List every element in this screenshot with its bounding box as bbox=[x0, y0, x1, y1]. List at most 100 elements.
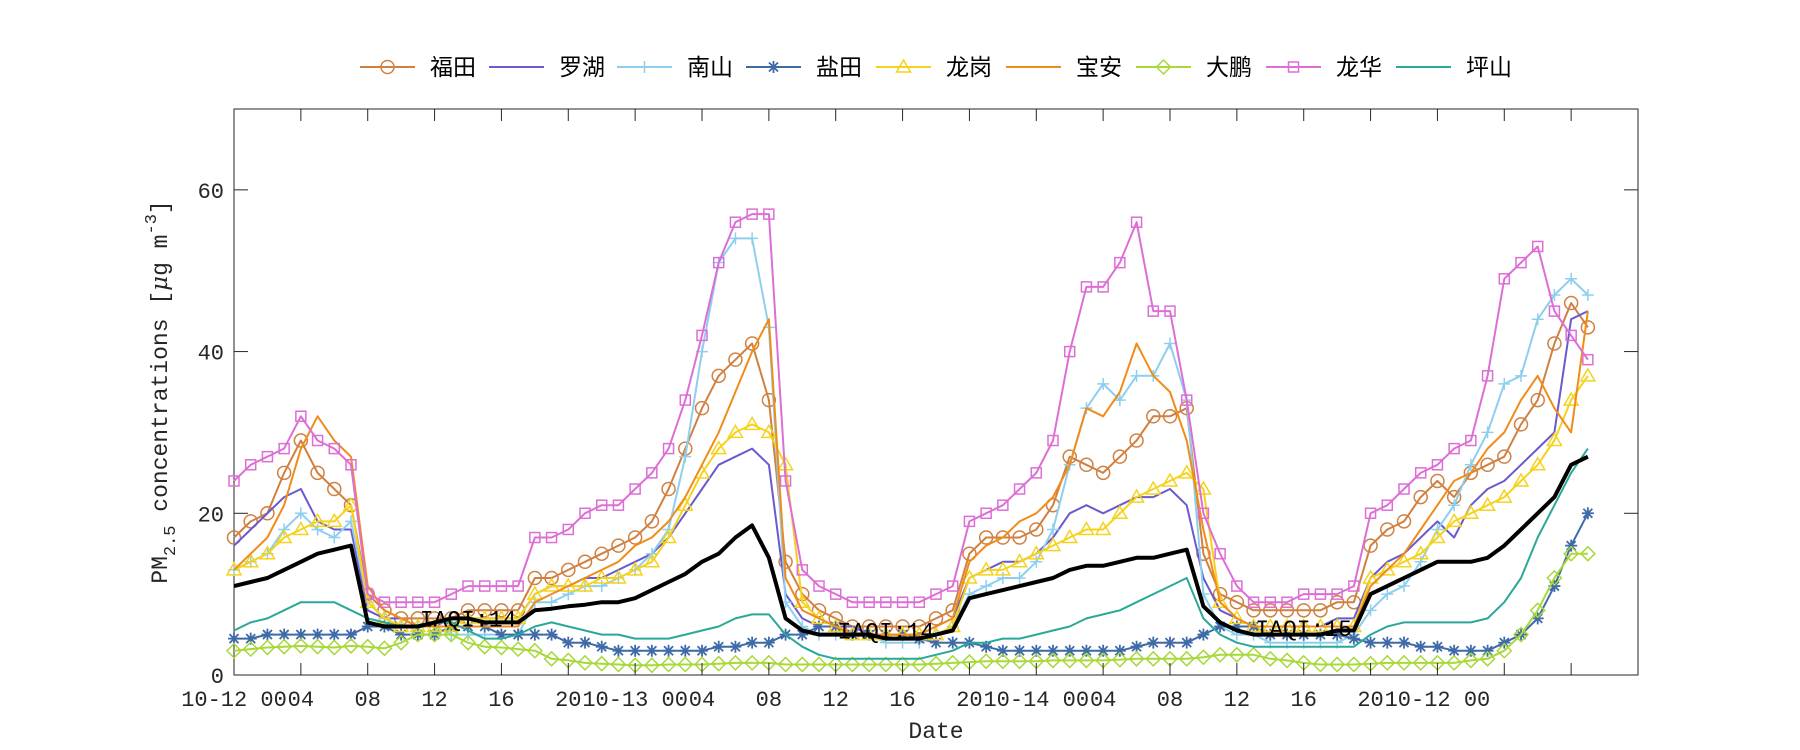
data-point bbox=[409, 626, 426, 643]
data-point bbox=[1044, 537, 1062, 552]
data-point bbox=[1030, 555, 1043, 568]
series-7 bbox=[225, 545, 1596, 674]
data-point bbox=[677, 656, 694, 673]
legend-item-3: 南山 bbox=[617, 55, 733, 81]
data-point bbox=[543, 577, 560, 592]
data-point bbox=[1495, 488, 1513, 503]
iaqi-label: IAQI:14 bbox=[420, 607, 517, 633]
data-point bbox=[294, 507, 307, 520]
data-point bbox=[228, 632, 240, 645]
data-point bbox=[629, 644, 642, 657]
iaqi-label: IAQI:15 bbox=[1255, 617, 1352, 643]
data-point bbox=[327, 481, 342, 497]
data-point bbox=[1214, 620, 1227, 633]
data-point bbox=[275, 529, 293, 544]
legend-marker bbox=[895, 58, 912, 73]
data-point bbox=[1579, 545, 1596, 562]
data-point bbox=[877, 656, 894, 673]
data-point bbox=[861, 656, 878, 673]
data-point bbox=[1161, 472, 1179, 487]
data-point bbox=[545, 531, 558, 544]
legend-label: 南山 bbox=[687, 55, 733, 81]
data-point bbox=[911, 656, 928, 673]
data-point bbox=[746, 636, 759, 649]
data-point bbox=[309, 512, 326, 528]
data-point bbox=[662, 442, 675, 455]
data-point bbox=[1180, 636, 1193, 649]
data-point bbox=[1262, 650, 1279, 667]
data-point bbox=[996, 644, 1009, 657]
x-axis-label: Date bbox=[908, 719, 963, 745]
data-point bbox=[1562, 391, 1580, 406]
data-point bbox=[1431, 459, 1444, 471]
x-tick-label: 04 bbox=[689, 688, 715, 713]
x-tick-label: 04 bbox=[288, 688, 314, 713]
data-point bbox=[1312, 617, 1329, 633]
data-point bbox=[261, 450, 274, 463]
data-point bbox=[1214, 547, 1226, 560]
data-point bbox=[1529, 602, 1546, 619]
data-point bbox=[1497, 449, 1512, 464]
data-point bbox=[1013, 571, 1026, 584]
data-point bbox=[728, 352, 743, 367]
data-point bbox=[1146, 409, 1161, 424]
data-point bbox=[1347, 632, 1360, 645]
data-point bbox=[1398, 636, 1410, 649]
data-point bbox=[1448, 499, 1461, 512]
data-point bbox=[292, 637, 309, 654]
legend-item-6: 宝安 bbox=[1006, 55, 1122, 81]
data-point bbox=[393, 634, 410, 651]
legend-item-1: 福田 bbox=[360, 55, 476, 81]
data-point bbox=[1094, 520, 1112, 536]
data-point bbox=[543, 650, 560, 667]
data-point bbox=[978, 530, 994, 545]
data-point bbox=[913, 596, 926, 608]
data-point bbox=[1529, 456, 1547, 471]
data-point bbox=[729, 232, 742, 245]
data-point bbox=[1113, 644, 1126, 657]
data-point bbox=[1412, 545, 1430, 560]
data-point bbox=[579, 636, 591, 649]
data-point bbox=[643, 553, 661, 568]
data-point bbox=[244, 632, 257, 645]
plot-series bbox=[225, 208, 1597, 674]
data-point bbox=[896, 596, 909, 608]
data-point bbox=[644, 514, 660, 529]
legend-label: 坪山 bbox=[1466, 55, 1512, 81]
data-point bbox=[1531, 240, 1544, 253]
data-point bbox=[1362, 569, 1379, 584]
data-point bbox=[326, 639, 343, 656]
data-point bbox=[1197, 628, 1210, 641]
data-point bbox=[646, 467, 658, 479]
data-point bbox=[1547, 336, 1562, 351]
data-point bbox=[1430, 473, 1445, 489]
data-point bbox=[259, 639, 276, 656]
data-point bbox=[1178, 650, 1195, 667]
data-point bbox=[361, 620, 374, 633]
data-point bbox=[997, 499, 1009, 511]
data-point bbox=[880, 596, 892, 608]
data-point bbox=[846, 596, 859, 608]
data-point bbox=[1462, 504, 1480, 520]
data-point bbox=[1312, 656, 1329, 673]
data-point bbox=[278, 628, 291, 641]
data-point bbox=[1063, 644, 1076, 657]
data-point bbox=[1579, 367, 1597, 382]
data-point bbox=[662, 644, 675, 657]
data-point bbox=[611, 538, 626, 553]
series-3 bbox=[228, 232, 1594, 649]
data-point bbox=[1313, 603, 1328, 618]
y-tick-label: 0 bbox=[211, 665, 224, 690]
data-point bbox=[1396, 514, 1412, 529]
data-point bbox=[980, 640, 993, 653]
data-point bbox=[1462, 652, 1479, 669]
data-point bbox=[1448, 644, 1461, 657]
data-point bbox=[994, 653, 1011, 670]
data-point bbox=[696, 644, 708, 657]
data-point bbox=[228, 475, 240, 487]
data-point bbox=[529, 531, 541, 544]
data-point bbox=[796, 564, 809, 576]
data-point bbox=[1114, 256, 1126, 269]
data-point bbox=[761, 392, 777, 408]
data-point bbox=[1011, 653, 1028, 670]
